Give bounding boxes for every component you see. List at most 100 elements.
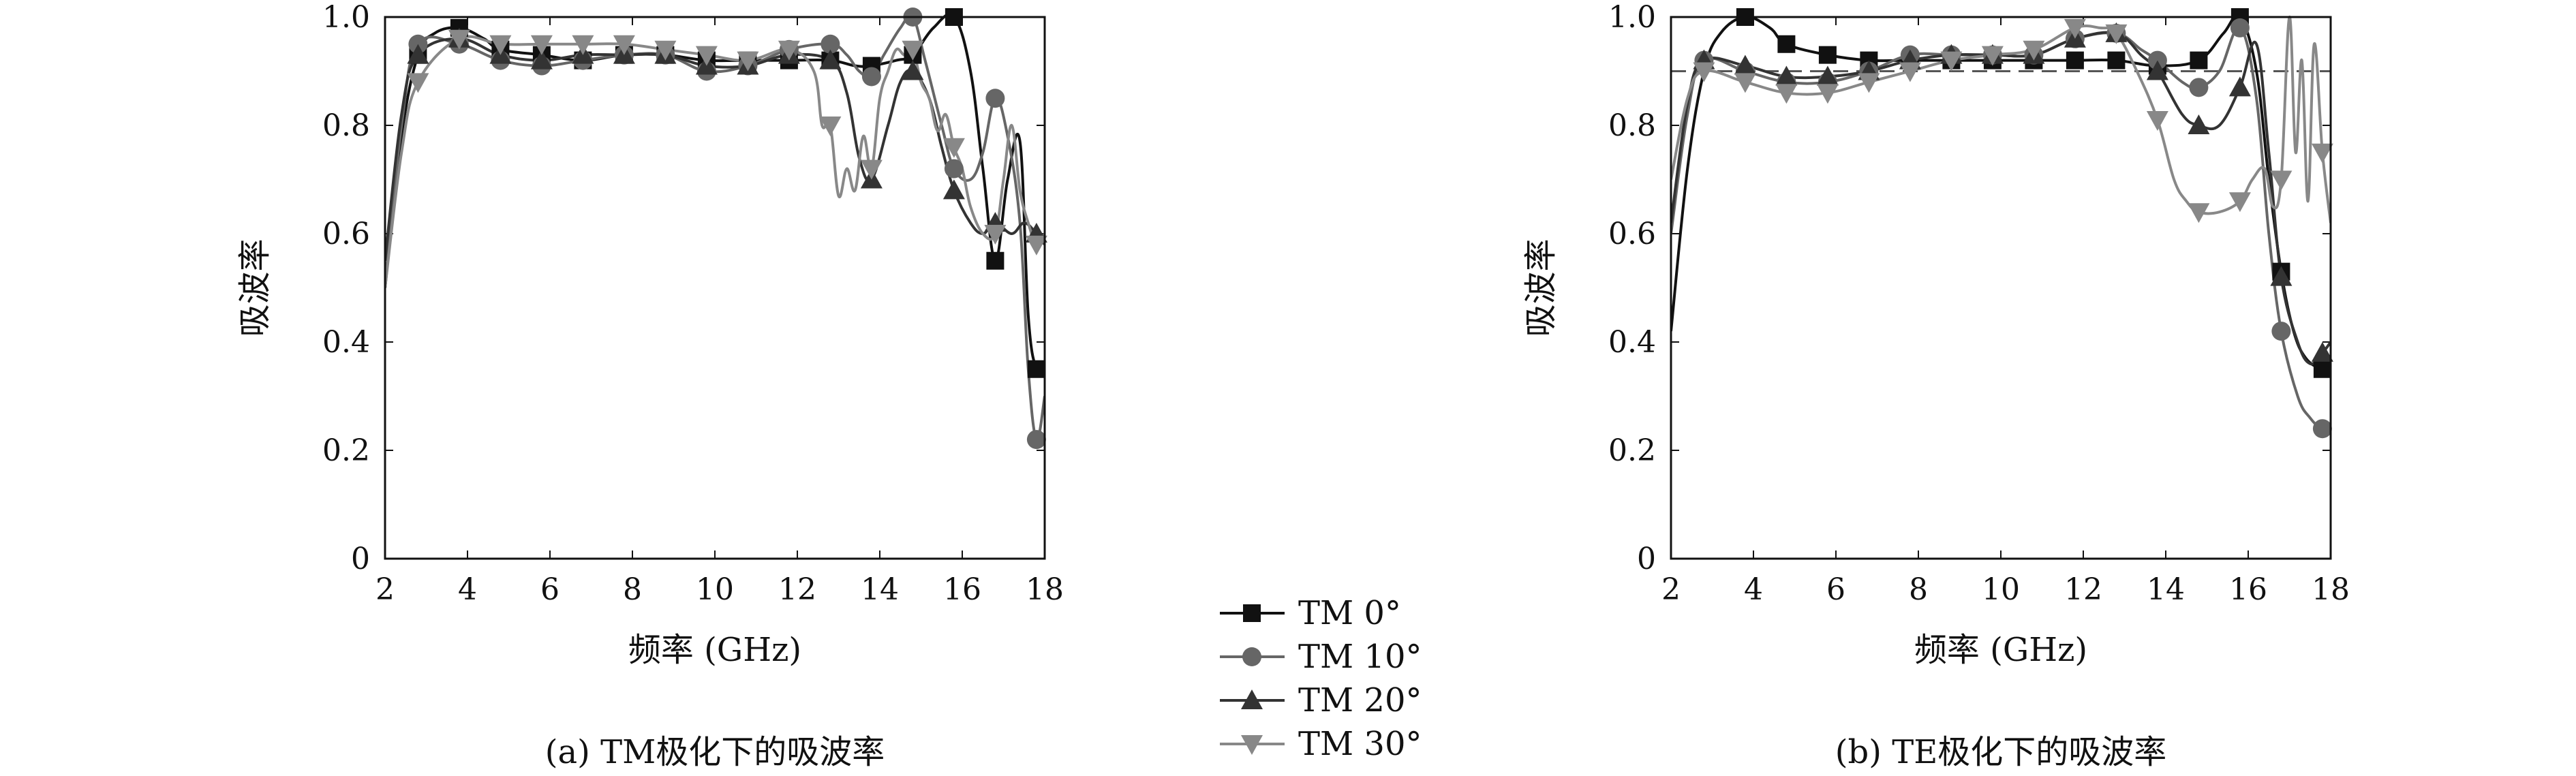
data-point xyxy=(1693,62,1715,82)
y-tick-label: 1.0 xyxy=(1608,0,1656,35)
y-tick-label: 0.2 xyxy=(322,433,370,468)
series-lines xyxy=(385,13,1045,441)
x-tick-label: 4 xyxy=(1744,572,1763,607)
data-point xyxy=(613,35,635,55)
panel-caption: (b) TE极化下的吸波率 xyxy=(1835,733,2167,771)
y-tick-label: 0.8 xyxy=(322,108,370,143)
x-tick-label: 10 xyxy=(1982,572,2020,607)
data-point xyxy=(819,117,842,136)
data-point xyxy=(407,73,429,93)
data-point xyxy=(2107,51,2126,69)
data-point xyxy=(2066,51,2084,69)
data-point xyxy=(944,159,964,179)
y-tick-label: 0.8 xyxy=(1608,108,1656,143)
data-point xyxy=(654,40,677,61)
data-point xyxy=(861,67,881,87)
y-tick-label: 1.0 xyxy=(322,0,370,35)
x-tick-label: 12 xyxy=(778,572,816,607)
data-point xyxy=(1858,73,1880,93)
data-point xyxy=(407,44,429,64)
legend: TM 0° TM 10° TM 20° TM 30° xyxy=(1220,594,1422,763)
series-line xyxy=(385,14,1045,441)
legend-marker xyxy=(1243,604,1261,622)
data-point xyxy=(819,49,842,69)
panel-caption: (a) TM极化下的吸波率 xyxy=(545,733,885,771)
data-point xyxy=(2146,60,2168,80)
data-point xyxy=(902,60,924,80)
legend-marker xyxy=(1241,735,1263,755)
series-lines xyxy=(1671,14,2331,431)
data-point xyxy=(1816,65,1839,86)
data-point xyxy=(860,159,883,180)
data-point xyxy=(2188,203,2210,223)
data-point xyxy=(530,49,553,69)
x-tick-label: 14 xyxy=(2147,572,2185,607)
data-point xyxy=(2146,111,2168,131)
data-point xyxy=(1734,73,1756,93)
x-tick-label: 6 xyxy=(1826,572,1845,607)
data-point xyxy=(821,34,840,54)
data-point xyxy=(2312,419,2332,439)
data-point xyxy=(1899,62,1921,82)
data-point xyxy=(2230,18,2250,37)
data-point xyxy=(2188,114,2210,134)
data-point xyxy=(1940,51,1963,72)
x-tick-label: 2 xyxy=(1661,572,1681,607)
x-axis-title: 频率 (GHz) xyxy=(1914,631,2087,669)
x-tick-label: 6 xyxy=(540,572,559,607)
y-axis-title: 吸波率 xyxy=(236,238,274,337)
y-tick-label: 0 xyxy=(351,542,370,576)
plot-frame xyxy=(1670,16,2332,560)
data-point xyxy=(1027,360,1045,378)
plot-frame xyxy=(384,16,1046,560)
legend-label: TM 0° xyxy=(1298,594,1401,632)
y-tick-label: 0.6 xyxy=(1608,217,1656,251)
legend-label: TM 20° xyxy=(1298,681,1422,719)
data-point xyxy=(1981,46,2004,66)
y-tick-label: 0.2 xyxy=(1608,433,1656,468)
x-tick-label: 18 xyxy=(1026,572,1064,607)
data-point xyxy=(1816,84,1839,104)
x-tick-label: 16 xyxy=(943,572,981,607)
data-point xyxy=(530,35,553,55)
data-point xyxy=(942,138,965,158)
legend-label: TM 10° xyxy=(1298,638,1422,676)
y-axis-title: 吸波率 xyxy=(1522,238,1560,337)
x-tick-label: 18 xyxy=(2312,572,2350,607)
y-tick-label: 0.4 xyxy=(322,325,370,360)
x-tick-label: 8 xyxy=(623,572,642,607)
data-point xyxy=(489,35,512,55)
data-point xyxy=(572,35,594,55)
y-tick-label: 0.4 xyxy=(1608,325,1656,360)
data-point xyxy=(2228,192,2251,213)
data-point xyxy=(1734,55,1756,75)
data-point xyxy=(448,29,470,50)
x-tick-label: 12 xyxy=(2064,572,2102,607)
data-point xyxy=(2190,51,2208,69)
data-point xyxy=(902,40,924,61)
data-point xyxy=(1026,430,1046,450)
data-point xyxy=(2313,360,2331,378)
data-point xyxy=(1777,35,1796,53)
x-tick-label: 10 xyxy=(696,572,734,607)
y-tick-label: 0 xyxy=(1637,542,1656,576)
data-point xyxy=(2271,322,2291,341)
data-point xyxy=(1775,65,1798,86)
data-point xyxy=(2270,266,2293,286)
x-tick-label: 14 xyxy=(861,572,899,607)
data-point xyxy=(985,89,1005,108)
legend-label: TM 30° xyxy=(1298,725,1422,763)
data-point xyxy=(942,179,965,200)
data-point xyxy=(695,46,718,66)
data-point xyxy=(2311,341,2333,362)
x-tick-label: 4 xyxy=(458,572,477,607)
panel-b-te-absorption: 2 4 6 8 10 12 14 16 18 0 0.2 0.4 0.6 0.8 1.0 频率 (GHz) 吸波… xyxy=(1522,0,2350,771)
panel-a-tm-absorption: 2 4 6 8 10 12 14 16 18 0 0.2 0.4 0.6 0.8 1.0 频率 (GHz) 吸波… xyxy=(236,0,1064,771)
data-point xyxy=(2023,40,2045,61)
series-line xyxy=(1671,26,2331,431)
x-tick-label: 2 xyxy=(375,572,395,607)
data-point xyxy=(2311,143,2333,164)
x-axis-title: 频率 (GHz) xyxy=(628,631,801,669)
data-point xyxy=(2105,24,2128,44)
